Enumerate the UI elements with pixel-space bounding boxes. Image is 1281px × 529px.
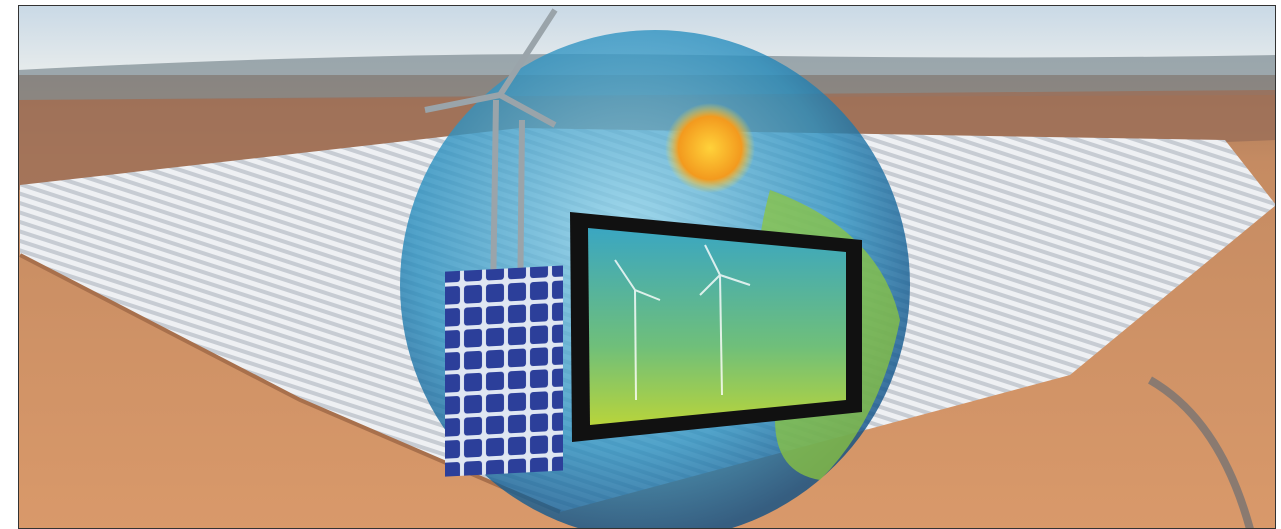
- scene: [18, 5, 1276, 529]
- monitor: [570, 212, 862, 442]
- wind-turbines: [424, 8, 558, 321]
